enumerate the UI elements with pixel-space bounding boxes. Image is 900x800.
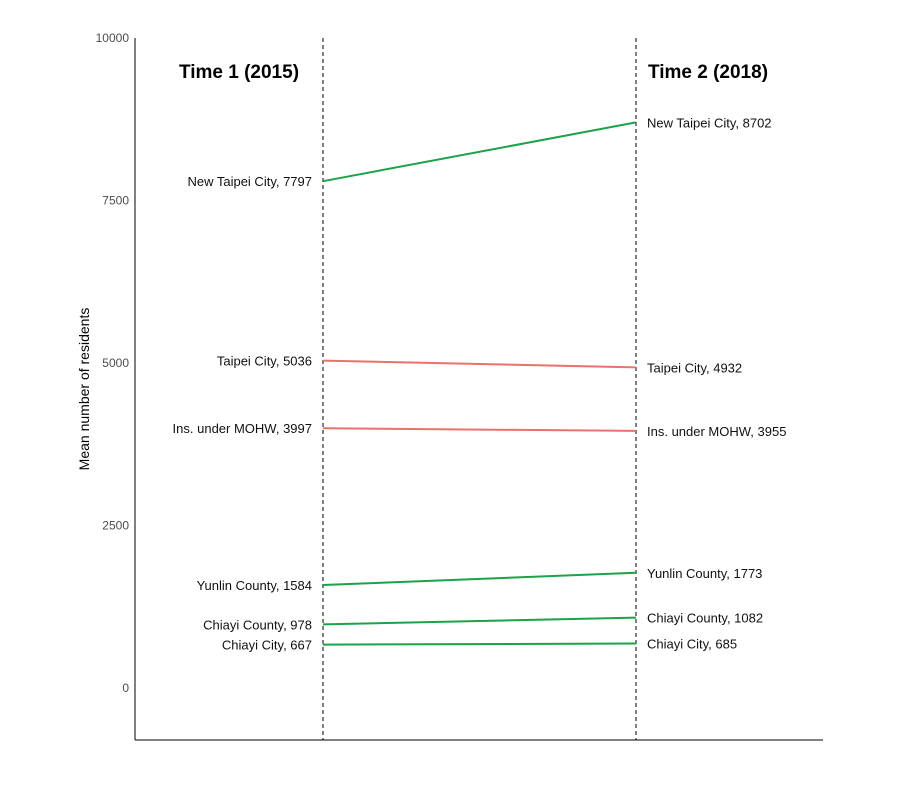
series-line (322, 427, 637, 432)
series-label-left: Taipei City, 5036 (217, 354, 312, 369)
series-label-right: Ins. under MOHW, 3955 (647, 424, 786, 439)
series-lines (322, 121, 637, 646)
series-label-right: Taipei City, 4932 (647, 360, 742, 375)
time-headers: Time 1 (2015) Time 2 (2018) (179, 62, 768, 83)
time1-header: Time 1 (2015) (179, 62, 299, 83)
series-line (322, 616, 637, 626)
series-line (322, 642, 637, 646)
y-tick-label: 7500 (102, 194, 129, 208)
series-label-left: Chiayi County, 978 (203, 617, 312, 632)
time2-header: Time 2 (2018) (648, 62, 768, 83)
series-label-left: Chiayi City, 667 (222, 638, 312, 653)
series-line (322, 571, 637, 587)
y-tick-label: 5000 (102, 356, 129, 370)
series-label-right: Chiayi County, 1082 (647, 611, 763, 626)
series-label-right: Chiayi City, 685 (647, 636, 737, 651)
y-tick-label: 0 (122, 681, 129, 695)
series-label-right: Yunlin County, 1773 (647, 566, 762, 581)
time-reference-lines (322, 38, 637, 740)
series-labels: New Taipei City, 7797 New Taipei City, 87… (173, 115, 787, 652)
series-label-right: New Taipei City, 8702 (647, 115, 772, 130)
series-line (322, 121, 637, 183)
y-tick-label: 2500 (102, 519, 129, 533)
y-tick-label: 10000 (96, 31, 130, 45)
series-label-left: Yunlin County, 1584 (197, 578, 312, 593)
y-axis-title: Mean number of residents (76, 308, 92, 471)
series-label-left: New Taipei City, 7797 (187, 174, 312, 189)
series-label-left: Ins. under MOHW, 3997 (173, 421, 312, 436)
series-line (322, 359, 637, 369)
chart-axes: 0 2500 5000 7500 10000 Mean number of residen… (76, 31, 823, 741)
